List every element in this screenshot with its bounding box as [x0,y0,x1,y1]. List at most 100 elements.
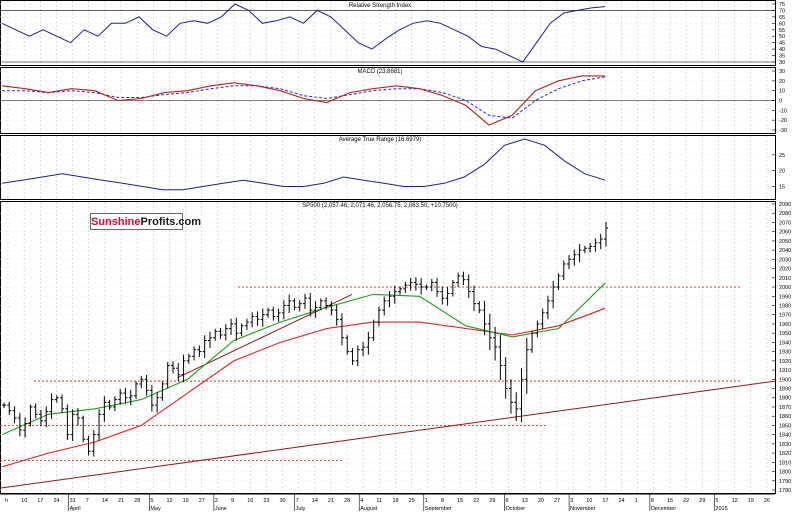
price-tick-label: 1790 [779,479,791,485]
price-bar [160,381,165,401]
price-title: SP500 (2,057.46, 2,071.46, 2,056.75, 2,0… [302,203,458,209]
price-bar [503,357,508,399]
price-bar [419,278,424,295]
rsi-tick-label: 60 [779,21,785,27]
x-day-label: 14 [102,498,108,504]
x-day-label: 22 [473,498,479,504]
atr-panel: Average True Range (16.6979) 25 20 15 [0,137,785,191]
x-day-label: 13 [522,498,528,504]
price-bar [382,296,387,316]
price-bar [424,284,429,291]
x-month-label: July [296,506,306,512]
price-bar [392,285,397,304]
x-day-label: 27 [554,498,560,504]
price-bar [255,311,260,326]
x-month-label: 2015 [715,506,727,512]
price-tick-label: 1980 [779,303,791,309]
x-day-label: 17 [602,498,608,504]
x-month-label: October [506,506,526,512]
x-month-label: April [70,506,81,512]
macd-tick-label: 10 [779,89,785,95]
price-bar [318,298,323,311]
x-day-label: 7 [296,498,299,504]
price-bar [297,300,302,312]
price-bar [456,272,461,287]
rsi-tick-label: 45 [779,41,785,47]
price-tick-label: 1780 [779,488,791,494]
atr-tick-label: 20 [779,169,785,175]
price-tick-label: 2000 [779,285,791,291]
price-bar [530,330,535,353]
price-tick-label: 1840 [779,433,791,439]
price-bar [149,385,154,412]
price-bar [577,243,582,263]
macd-tick-label: -20 [779,118,787,124]
macd-tick-label: 0 [779,99,782,105]
x-month-label: August [360,506,378,512]
panel-border-atr [0,135,776,200]
price-bar [107,399,112,411]
price-tick-label: 2010 [779,276,791,282]
price-bar [28,404,33,427]
price-bar [170,361,175,374]
price-bar [144,374,149,396]
rsi-line [1,3,606,63]
price-bar [551,280,556,309]
price-tick-label: 2040 [779,248,791,254]
x-day-label: 8 [441,498,444,504]
price-bar [535,320,540,338]
x-day-label: 15 [457,498,463,504]
price-bar [134,381,139,399]
rsi-tick-label: 35 [779,54,785,60]
price-bar [461,271,466,285]
price-tick-label: 1960 [779,322,791,328]
price-bar [266,307,271,318]
x-axis: h 10 17 24 31 7 14 21 28 5 12 19 27 2 9 16 23 30 7 14 21 28 4 1… [0,493,775,512]
price-bar [250,312,255,328]
price-tick-label: 2050 [779,239,791,245]
price-tick-label: 1890 [779,387,791,393]
x-day-label: 4 [360,498,363,504]
price-bar [387,291,392,308]
x-day-label: 3 [570,498,573,504]
price-bar [403,281,408,294]
price-tick-label: 1930 [779,350,791,356]
x-day-label: 29 [699,498,705,504]
price-bar [471,285,476,312]
price-bar [567,255,572,270]
x-day-label: 14 [312,498,318,504]
price-bar [514,392,519,422]
price-tick-label: 1820 [779,451,791,457]
x-day-label: 9 [231,498,234,504]
price-tick-label: 1800 [779,470,791,476]
price-bar [498,335,503,381]
price-tick-label: 1920 [779,359,791,365]
price-bar [276,308,281,322]
price-bar [466,274,471,299]
x-day-label: 25 [409,498,415,504]
price-tick-label: 2030 [779,257,791,263]
price-tick-label: 1950 [779,331,791,337]
price-tick-label: 1830 [779,442,791,448]
rsi-panel: Relative Strength Index 7570656055504540… [0,2,785,66]
price-bar [239,323,244,337]
atr-tick-label: 25 [779,153,785,159]
x-day-label: 17 [37,498,43,504]
price-bar [561,260,566,281]
x-day-label: 5 [150,498,153,504]
price-tick-label: 1910 [779,368,791,374]
price-bar [604,221,608,247]
price-bar [23,417,28,438]
price-bar [355,345,360,367]
x-day-label: 28 [344,498,350,504]
x-day-label: 7 [86,498,89,504]
x-day-label: 5 [715,498,718,504]
price-bar [186,353,191,364]
x-month-label: June [215,506,227,512]
x-day-label: 19 [748,498,754,504]
price-tick-label: 2090 [779,202,791,208]
macd-tick-label: 30 [779,69,785,75]
macd-tick-label: -10 [779,108,787,114]
x-day-label: h [5,498,8,504]
price-bar [12,406,17,424]
